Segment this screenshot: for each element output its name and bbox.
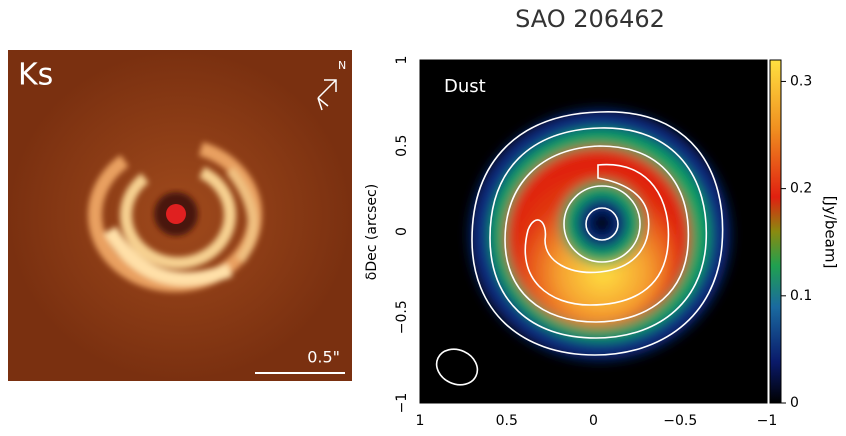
x-tick-label: 0.5 <box>496 413 518 429</box>
colorbar-tick-label: 0.2 <box>790 181 812 197</box>
colorbar-tick-label: 0.3 <box>790 73 812 89</box>
y-tick-label: 0.5 <box>394 135 410 157</box>
x-tick-label: −0.5 <box>663 413 697 429</box>
ks-image <box>8 50 352 381</box>
y-tick-label: −1 <box>394 393 410 414</box>
dust-map <box>420 60 767 403</box>
x-tick-label: −1 <box>757 413 778 429</box>
scale-bar-label: 0.5" <box>307 348 340 367</box>
colorbar-tick-label: 0 <box>790 395 799 411</box>
y-tick-label: 1 <box>394 56 410 65</box>
y-tick-label: 0 <box>394 227 410 236</box>
colorbar-tick-label: 0.1 <box>790 288 812 304</box>
figure: Ks N 0.5" SAO 206462 Dust δDec (arcsec) … <box>0 0 846 432</box>
x-tick-label: 0 <box>589 413 598 429</box>
y-tick-label: −0.5 <box>394 300 410 334</box>
colorbar-label: [Jy/beam] <box>822 196 840 269</box>
chart-title: SAO 206462 <box>515 5 665 33</box>
x-tick-label: 1 <box>416 413 425 429</box>
colorbar <box>770 60 781 403</box>
map-label: Dust <box>444 76 486 97</box>
y-axis-label: δDec (arcsec) <box>364 184 380 280</box>
band-label: Ks <box>18 58 53 93</box>
north-label: N <box>338 59 346 72</box>
